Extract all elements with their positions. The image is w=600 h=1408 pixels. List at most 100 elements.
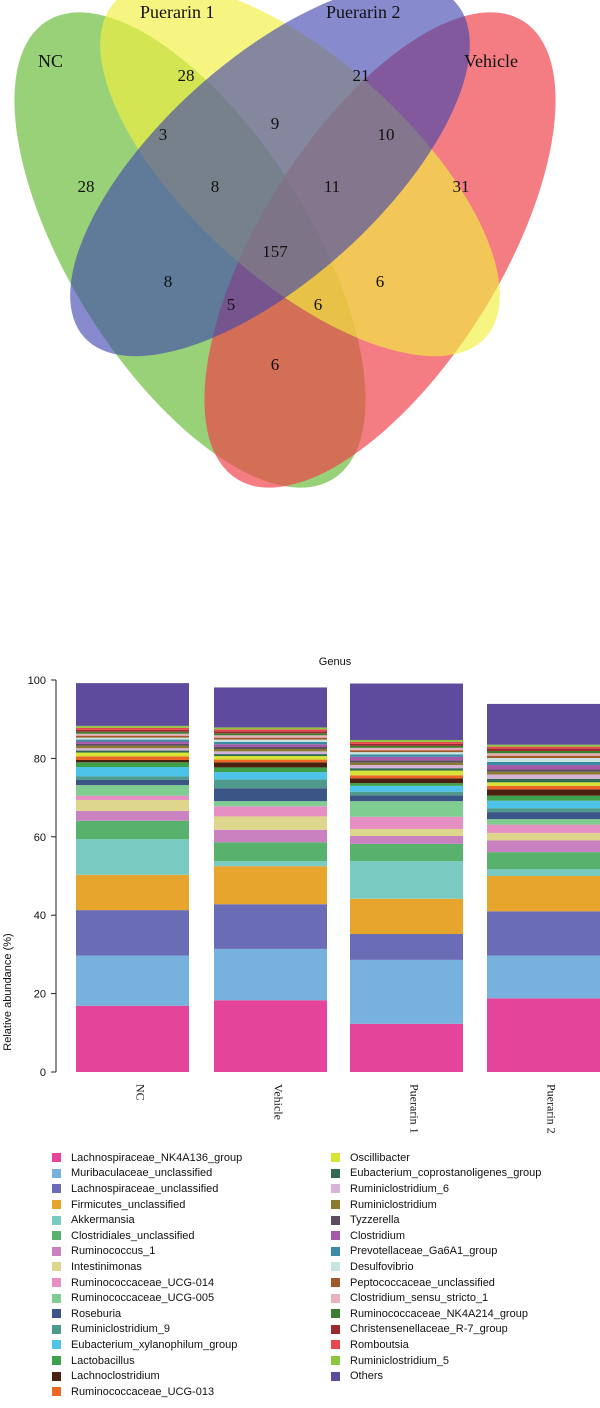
legend-item: Clostridium <box>331 1228 600 1244</box>
bar-segment-intestinimonas <box>214 816 327 830</box>
legend-item: Lactobacillus <box>52 1353 342 1369</box>
legend-label: Roseburia <box>71 1307 122 1320</box>
y-tick-label: 80 <box>34 753 46 765</box>
bar-segment-lactobacillus <box>76 762 189 768</box>
bar-segment-prevotellaceae-ga6a1-group <box>350 754 463 757</box>
bar-segment-romboutsia <box>487 746 600 749</box>
bar-segment-prevotellaceae-ga6a1-group <box>76 739 189 742</box>
bar-segment-ruminococcaceae-ucg-005 <box>350 801 463 817</box>
bar-segment-ruminococcus-1 <box>76 810 189 821</box>
bar-stack-vehicle <box>214 687 327 1072</box>
legend-label: Intestinimonas <box>71 1260 142 1273</box>
bar-segment-romboutsia <box>214 729 327 732</box>
venn-count-nc-puerarin-2: 8 <box>164 272 173 291</box>
bar-segment-ruminiclostridium-5 <box>76 725 189 728</box>
legend-item: Ruminococcus_1 <box>52 1244 342 1260</box>
bar-segment-christensenellaceae-r-7-group <box>76 729 189 732</box>
bar-segment-lachnospiraceae-unclassified <box>350 934 463 960</box>
bar-segment-ruminococcaceae-nk4a214-group <box>76 731 189 734</box>
bar-segment-ruminiclostridium-9 <box>350 791 463 796</box>
legend-item: Ruminiclostridium_9 <box>52 1322 342 1338</box>
bar-stack-puerarin-2 <box>487 703 600 1072</box>
bar-segment-lachnospiraceae-unclassified <box>487 911 600 956</box>
bar-segment-muribaculaceae-unclassified <box>214 948 327 1001</box>
bar-segment-akkermansia <box>76 839 189 875</box>
bar-segment-ruminococcus-1 <box>214 829 327 843</box>
bar-segment-lachnospiraceae-nk4a136-group <box>76 1005 189 1072</box>
bar-segment-clostridium <box>350 756 463 761</box>
legend-label: Ruminiclostridium <box>350 1198 437 1211</box>
bar-segment-ruminiclostridium-9 <box>214 779 327 789</box>
bar-segment-roseburia <box>214 788 327 802</box>
venn-count-nc-vehicle: 6 <box>271 355 280 374</box>
venn-count-nc-p1-p2: 8 <box>211 177 220 196</box>
venn-set-label-nc: NC <box>38 51 63 71</box>
legend-swatch <box>52 1278 61 1288</box>
bar-segment-ruminococcaceae-ucg-005 <box>76 785 189 796</box>
bar-segment-eubacterium-xylanophilum-group <box>487 800 600 809</box>
legend-item: Oscillibacter <box>331 1150 600 1166</box>
bar-segment-ruminiclostridium-5 <box>350 739 463 742</box>
legend-label: Ruminiclostridium_6 <box>350 1182 450 1195</box>
bar-segment-others <box>487 703 600 745</box>
bar-segment-lachnoclostridium <box>487 789 600 796</box>
bar-segment-ruminiclostridium-6 <box>214 751 327 755</box>
bar-segment-christensenellaceae-r-7-group <box>214 731 327 734</box>
bar-segment-eubacterium-coprostanoligenes-group <box>350 768 463 771</box>
bar-segment-clostridium-sensu-stricto-1 <box>487 753 600 756</box>
bar-segment-prevotellaceae-ga6a1-group <box>214 741 327 745</box>
bar-segment-clostridiales-unclassified <box>350 843 463 862</box>
legend-label: Christensenellaceae_R-7_group <box>350 1323 508 1336</box>
legend-swatch <box>331 1340 340 1350</box>
y-tick-label: 100 <box>28 675 46 687</box>
bar-segment-ruminococcaceae-ucg-013 <box>487 785 600 790</box>
x-tick-label: Puerarin 1 <box>408 1084 422 1134</box>
venn-count-vehicle: 31 <box>453 177 470 196</box>
bar-segment-oscillibacter <box>350 770 463 776</box>
legend-label: Oscillibacter <box>350 1151 410 1164</box>
bar-segment-akkermansia <box>214 861 327 867</box>
bar-segment-eubacterium-coprostanoligenes-group <box>487 778 600 783</box>
bar-segment-eubacterium-coprostanoligenes-group <box>214 754 327 757</box>
legend-swatch <box>52 1371 61 1381</box>
bar-segment-clostridiales-unclassified <box>214 842 327 862</box>
bar-stack-puerarin-1 <box>350 683 463 1072</box>
venn-count-puerarin-2: 21 <box>353 66 370 85</box>
legend-label: Lachnospiraceae_unclassified <box>71 1182 219 1195</box>
bar-segment-intestinimonas <box>350 828 463 837</box>
legend-swatch <box>52 1168 61 1178</box>
venn-count-nc-puerarin-1: 3 <box>159 125 168 144</box>
legend-item: Intestinimonas <box>52 1259 342 1275</box>
bar-segment-peptococcaceae-unclassified <box>214 737 327 740</box>
bar-segment-christensenellaceae-r-7-group <box>350 743 463 746</box>
y-tick-label: 0 <box>40 1067 46 1079</box>
venn-set-label-puerarin-2: Puerarin 2 <box>326 2 400 22</box>
legend-label: Tyzzerella <box>350 1214 400 1227</box>
legend-swatch <box>52 1153 61 1163</box>
bar-segment-clostridium <box>487 765 600 770</box>
bar-segment-oscillibacter <box>214 756 327 760</box>
bar-segment-eubacterium-coprostanoligenes-group <box>76 750 189 753</box>
legend-label: Prevotellaceae_Ga6A1_group <box>350 1245 498 1258</box>
legend-label: Ruminococcaceae_NK4A214_group <box>350 1307 528 1320</box>
bar-segment-lachnoclostridium <box>76 759 189 763</box>
legend-swatch <box>52 1324 61 1334</box>
venn-count-puerarin-1-vehicle: 6 <box>376 272 385 291</box>
bar-segment-ruminococcaceae-nk4a214-group <box>487 750 600 754</box>
legend-label: Romboutsia <box>350 1338 409 1351</box>
x-tick-label: Puerarin 2 <box>545 1084 559 1134</box>
bar-segment-ruminiclostridium <box>350 762 463 766</box>
bar-segment-ruminococcus-1 <box>487 840 600 853</box>
bar-segment-desulfovibrio <box>76 737 189 740</box>
legend-label: Muribaculaceae_unclassified <box>71 1167 213 1180</box>
bar-segment-lachnoclostridium <box>350 778 463 784</box>
bar-segment-clostridiales-unclassified <box>487 852 600 870</box>
bar-segment-ruminiclostridium-6 <box>350 765 463 769</box>
legend-item: Ruminococcaceae_UCG-005 <box>52 1290 342 1306</box>
venn-count-puerarin-1-puerarin-2: 9 <box>271 114 280 133</box>
bar-segment-clostridium <box>76 741 189 744</box>
bar-segment-eubacterium-xylanophilum-group <box>76 767 189 777</box>
legend-swatch <box>331 1324 340 1334</box>
legend-item: Ruminococcaceae_UCG-014 <box>52 1275 342 1291</box>
x-tick-label: NC <box>134 1084 148 1101</box>
